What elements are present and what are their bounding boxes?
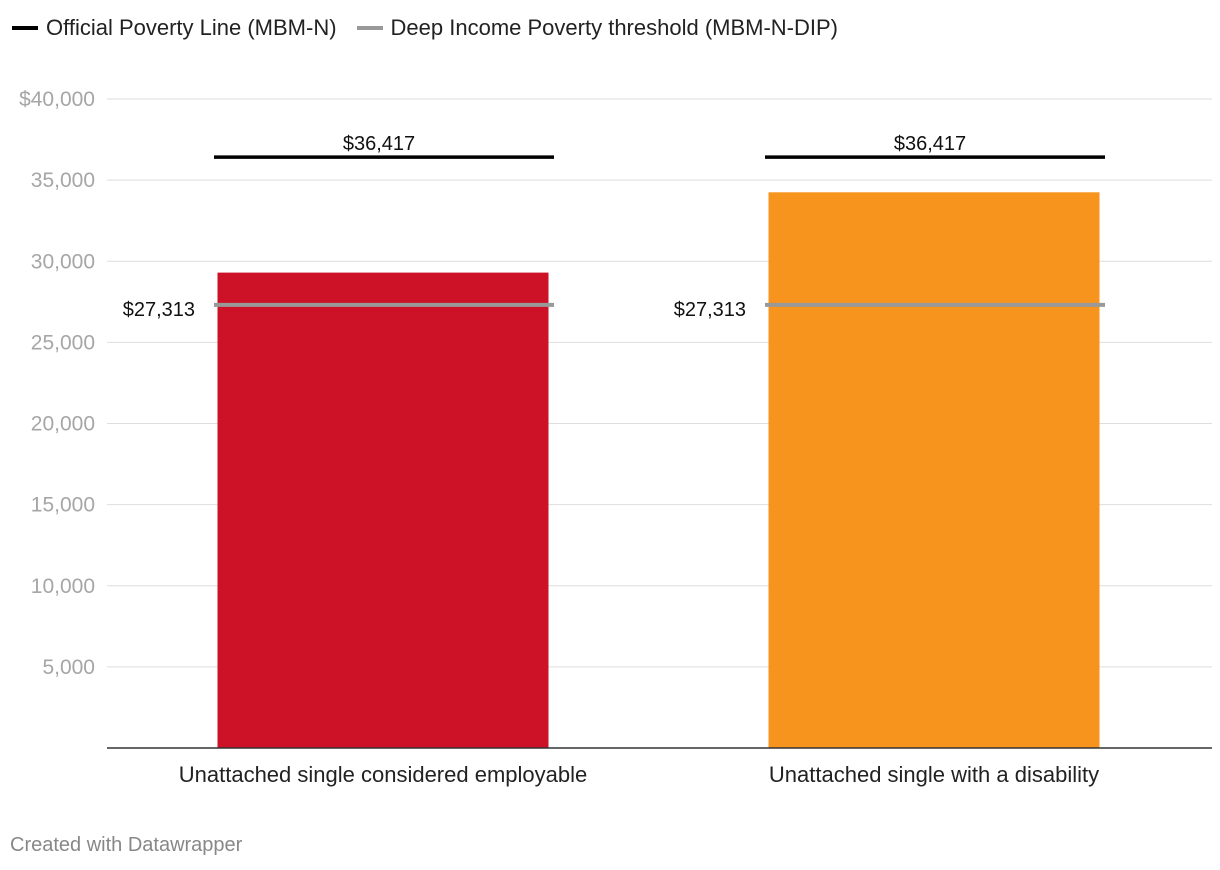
chart-legend: Official Poverty Line (MBM-N) Deep Incom… (12, 12, 858, 44)
legend-label-official-poverty-line: Official Poverty Line (MBM-N) (46, 15, 337, 40)
legend-swatch-deep-income-poverty (356, 26, 383, 30)
legend-item-deep-income-poverty[interactable]: Deep Income Poverty threshold (MBM-N-DIP… (356, 15, 839, 41)
reference-value-label: $27,313 (674, 299, 746, 321)
y-tick-label: 10,000 (31, 575, 95, 598)
y-tick-label: 15,000 (31, 494, 95, 517)
bar[interactable] (217, 272, 549, 748)
x-category-label: Unattached single with a disability (769, 762, 1099, 787)
y-tick-label: $40,000 (19, 88, 95, 111)
legend-swatch-official-poverty-line (12, 26, 38, 30)
reference-value-label: $36,417 (894, 133, 966, 155)
y-tick-label: 20,000 (31, 413, 95, 436)
bar[interactable] (768, 192, 1100, 748)
reference-value-label: $27,313 (123, 299, 195, 321)
y-tick-label: 35,000 (31, 169, 95, 192)
legend-item-official-poverty-line[interactable]: Official Poverty Line (MBM-N) (12, 15, 337, 41)
y-tick-label: 25,000 (31, 331, 95, 354)
y-tick-label: 30,000 (31, 250, 95, 273)
y-tick-label: 5,000 (42, 656, 95, 679)
x-category-label: Unattached single considered employable (179, 762, 587, 787)
footer-credit[interactable]: Created with Datawrapper (10, 834, 243, 856)
legend-label-deep-income-poverty: Deep Income Poverty threshold (MBM-N-DIP… (390, 15, 839, 40)
reference-value-label: $36,417 (343, 133, 415, 155)
